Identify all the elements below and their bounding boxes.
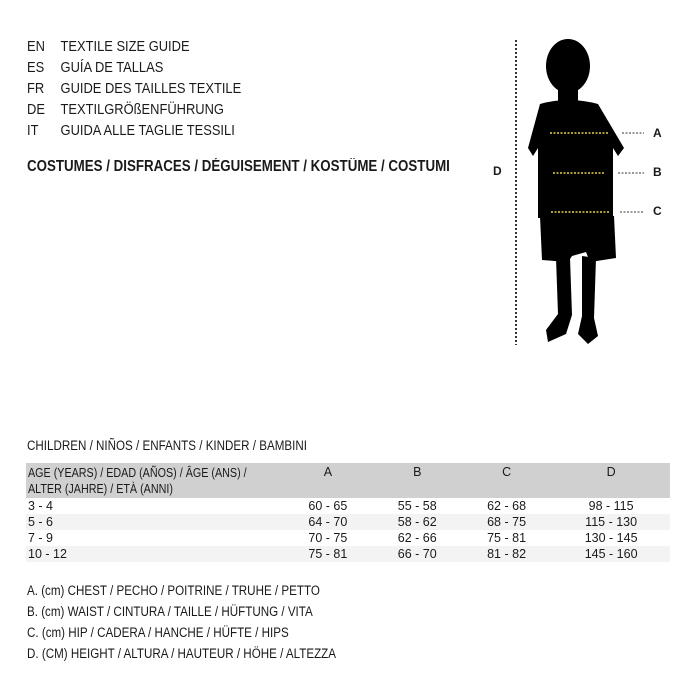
guide-title-fr: FR GUIDE DES TAILLES TEXTILE xyxy=(27,78,241,99)
age-cell: 10 - 12 xyxy=(26,546,283,562)
cell-a: 75 - 81 xyxy=(282,546,372,562)
table-row: 3 - 4 60 - 65 55 - 58 62 - 68 98 - 115 xyxy=(26,498,670,514)
cell-d: 145 - 160 xyxy=(550,546,670,562)
cell-a: 70 - 75 xyxy=(308,531,348,545)
age-header: AGE (YEARS) / EDAD (AÑOS) / ÂGE (ANS) / A… xyxy=(26,463,283,498)
cell-d: 130 - 145 xyxy=(584,531,638,545)
cell-c: 75 - 81 xyxy=(487,531,527,545)
cell-b: 58 - 62 xyxy=(371,514,461,530)
table-row: 5 - 6 64 - 70 58 - 62 68 - 75 115 - 130 xyxy=(26,514,670,530)
category-title: COSTUMES / DISFRACES / DÉGUISEMENT / KOS… xyxy=(27,158,450,175)
cell-a: 60 - 65 xyxy=(308,499,348,513)
guide-title-de: DE TEXTILGRÖßENFÜHRUNG xyxy=(27,99,224,120)
age-header-line2: ALTER (JAHRE) / ETÀ (ANNI) xyxy=(28,482,173,496)
child-silhouette-icon xyxy=(528,39,624,344)
table-row: 7 - 9 70 - 75 62 - 66 75 - 81 130 - 145 xyxy=(26,530,670,546)
cell-c: 62 - 68 xyxy=(487,499,527,513)
lang-title: TEXTILGRÖßENFÜHRUNG xyxy=(60,101,224,118)
age-header-line1: AGE (YEARS) / EDAD (AÑOS) / ÂGE (ANS) / xyxy=(28,466,247,480)
guide-title-es: ES GUÍA DE TALLAS xyxy=(27,57,163,78)
guide-title-it: IT GUIDA ALLE TAGLIE TESSILI xyxy=(27,120,235,141)
age-cell: 3 - 4 xyxy=(28,499,54,513)
table-row: 10 - 12 75 - 81 66 - 70 81 - 82 145 - 16… xyxy=(26,546,670,562)
col-header-b: B xyxy=(371,463,461,498)
legend-c: C. (cm) HIP / CADERA / HANCHE / HÜFTE / … xyxy=(27,625,289,640)
legend-d: D. (CM) HEIGHT / ALTURA / HAUTEUR / HÖHE… xyxy=(27,646,336,661)
lang-code: EN xyxy=(27,38,45,55)
label-leaders xyxy=(618,132,644,213)
measure-lines xyxy=(550,132,609,213)
label-b: B xyxy=(653,165,662,179)
lang-title: GUIDA ALLE TAGLIE TESSILI xyxy=(60,122,235,139)
col-header-a: A xyxy=(282,463,372,498)
size-table: AGE (YEARS) / EDAD (AÑOS) / ÂGE (ANS) / A… xyxy=(26,463,670,562)
cell-c: 81 - 82 xyxy=(460,546,551,562)
guide-title-en: EN TEXTILE SIZE GUIDE xyxy=(27,36,190,57)
lang-code: FR xyxy=(27,80,45,97)
label-c: C xyxy=(653,204,662,218)
age-cell: 5 - 6 xyxy=(26,514,283,530)
lang-code: IT xyxy=(27,122,39,139)
col-header-d: D xyxy=(550,463,670,498)
child-silhouette-figure xyxy=(515,39,644,345)
cell-c: 68 - 75 xyxy=(460,514,551,530)
table-header-row: AGE (YEARS) / EDAD (AÑOS) / ÂGE (ANS) / A… xyxy=(26,463,670,498)
legend-b: B. (cm) WAIST / CINTURA / TAILLE / HÜFTU… xyxy=(27,604,313,619)
lang-title: TEXTILE SIZE GUIDE xyxy=(60,38,190,55)
cell-d: 115 - 130 xyxy=(550,514,670,530)
section-title: CHILDREN / NIÑOS / ENFANTS / KINDER / BA… xyxy=(27,438,307,453)
label-a: A xyxy=(653,126,662,140)
lang-code: DE xyxy=(27,101,45,118)
cell-d: 98 - 115 xyxy=(588,499,634,513)
col-header-c: C xyxy=(460,463,551,498)
cell-b: 62 - 66 xyxy=(397,531,437,545)
lang-code: ES xyxy=(27,59,45,76)
lang-title: GUÍA DE TALLAS xyxy=(60,59,164,76)
cell-b: 55 - 58 xyxy=(397,499,437,513)
cell-a: 64 - 70 xyxy=(282,514,372,530)
age-cell: 7 - 9 xyxy=(28,531,54,545)
label-d: D xyxy=(493,164,502,178)
legend-a: A. (cm) CHEST / PECHO / POITRINE / TRUHE… xyxy=(27,583,320,598)
lang-title: GUIDE DES TAILLES TEXTILE xyxy=(60,80,242,97)
cell-b: 66 - 70 xyxy=(371,546,461,562)
